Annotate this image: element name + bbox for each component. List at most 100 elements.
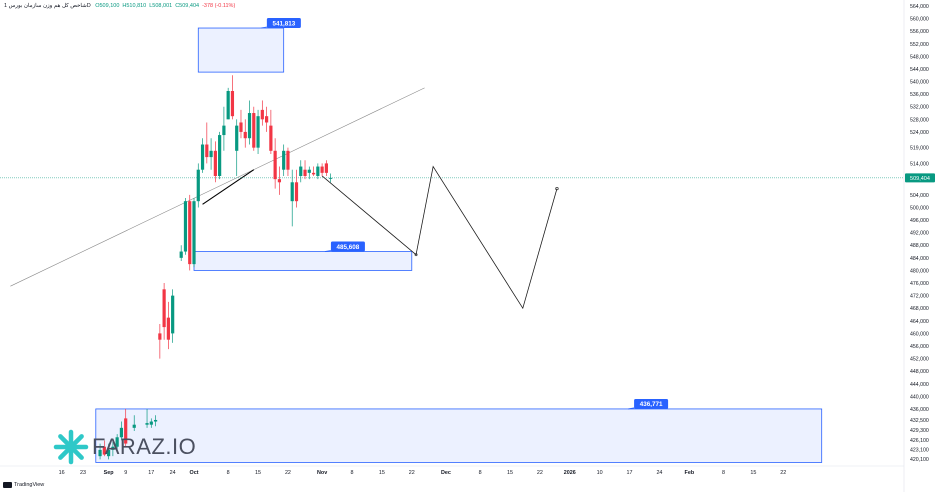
price-tick-label: 468,000 <box>910 306 929 312</box>
zone-label: 541,813 <box>272 20 295 27</box>
candle-body <box>235 125 239 151</box>
price-tick-label: 504,000 <box>910 193 929 199</box>
candle-body <box>222 125 226 136</box>
candle-body <box>179 251 183 258</box>
price-tick-label: 480,000 <box>910 268 929 274</box>
candle-body <box>299 166 303 176</box>
price-tick-label: 548,000 <box>910 54 929 60</box>
price-tick-label: 426,100 <box>910 438 929 444</box>
time-tick-label: 8 <box>351 470 354 476</box>
price-tick-label: 514,000 <box>910 161 929 167</box>
candle-body <box>196 169 200 202</box>
ohlc-readout: O509,100 H510,810 L508,001 C509,404 -378 (-0… <box>95 3 238 9</box>
candle-body <box>119 427 124 438</box>
candle-body <box>171 295 175 334</box>
candle-body <box>132 424 136 428</box>
time-tick-label: 8 <box>479 470 482 476</box>
zone-3 <box>95 408 823 463</box>
last-price-tag <box>905 173 935 183</box>
candle-body <box>277 179 282 183</box>
time-tick-label: Sep <box>104 470 115 476</box>
candle-body <box>124 418 128 444</box>
watermark-text: FARAZ.IO <box>92 434 197 459</box>
candle-body <box>239 122 243 132</box>
trendline-1 <box>10 87 425 287</box>
time-tick-label: 8 <box>722 470 725 476</box>
candle-body <box>192 201 196 265</box>
watermark: FARAZ.IO <box>52 428 196 466</box>
zone-label: 436,771 <box>640 401 663 408</box>
price-tick-label: 456,000 <box>910 344 929 350</box>
zone-label-pointer <box>260 26 267 29</box>
time-tick-label: 22 <box>285 470 291 476</box>
candle-body <box>153 419 158 422</box>
price-tick-label: 560,000 <box>910 17 929 23</box>
candle-body <box>218 135 222 176</box>
zone-label-bg <box>330 241 365 252</box>
price-tick-label: 472,000 <box>910 294 929 300</box>
time-tick-label: 15 <box>750 470 756 476</box>
last-price-label: 509,404 <box>910 176 930 182</box>
candle-body <box>303 169 307 176</box>
candle-body <box>252 113 256 148</box>
candle-body <box>260 109 264 120</box>
time-tick-label: 24 <box>170 470 176 476</box>
time-tick-label: 10 <box>597 470 603 476</box>
price-tick-label: 552,000 <box>910 42 929 48</box>
time-tick-label: Nov <box>317 470 327 476</box>
time-tick-label: 22 <box>780 470 786 476</box>
candle-body <box>213 150 217 176</box>
projection-path <box>321 165 559 310</box>
price-tick-label: 488,000 <box>910 243 929 249</box>
price-tick-label: 528,000 <box>910 117 929 123</box>
candle-body <box>329 177 333 179</box>
tradingview-logo[interactable]: TradingView <box>3 482 44 488</box>
candle-body <box>102 446 106 455</box>
candle-body <box>243 131 247 139</box>
ohlc-h: H510,810 <box>122 3 147 9</box>
time-tick-label: 15 <box>255 470 261 476</box>
candle-body <box>183 201 188 252</box>
tradingview-icon <box>3 482 12 488</box>
price-tick-label: 484,000 <box>910 256 929 262</box>
price-tick-label: 519,000 <box>910 146 929 152</box>
candle-body <box>162 289 166 328</box>
candle-body <box>269 125 273 151</box>
candles <box>98 75 333 460</box>
time-axis[interactable]: 16 23 Sep 9 17 24 Oct 8 15 22 Nov 8 15 22 Dec 8 15 22 2026… <box>0 465 904 476</box>
price-tick-label: 564,000 <box>910 4 929 10</box>
zone-label-bg <box>266 18 301 29</box>
ohlc-c: C509,404 <box>175 3 200 9</box>
zone-label-bg <box>634 398 669 409</box>
time-tick-label: 24 <box>656 470 662 476</box>
price-tick-label: 556,000 <box>910 29 929 35</box>
zone-label-pointer <box>628 407 635 410</box>
zone-2 <box>197 27 285 73</box>
price-tick-label: 423,100 <box>910 448 929 454</box>
price-tick-label: 532,000 <box>910 105 929 111</box>
projection-target-marker <box>414 253 418 257</box>
price-zones: 485,608 541,813 436,771 <box>95 18 823 463</box>
zone-1 <box>193 251 413 271</box>
price-tick-label: 540,000 <box>910 80 929 86</box>
time-tick-label: Feb <box>685 470 695 476</box>
candle-body <box>226 90 230 120</box>
price-tick-label: 544,000 <box>910 67 929 73</box>
time-tick-label: 15 <box>507 470 513 476</box>
trendlines <box>0 87 904 287</box>
price-tick-label: 496,000 <box>910 218 929 224</box>
candle-body <box>247 113 252 139</box>
ohlc-change: -378 (-0.11%) <box>202 3 236 9</box>
candle-body <box>107 449 111 457</box>
time-tick-label: Oct <box>190 470 199 476</box>
price-tick-label: 476,000 <box>910 281 929 287</box>
time-tick-label: 22 <box>537 470 543 476</box>
candle-body <box>265 116 269 123</box>
time-tick-label: Dec <box>441 470 451 476</box>
price-tick-label: 432,500 <box>910 418 929 424</box>
ohlc-l: L508,001 <box>149 3 173 9</box>
tradingview-label: TradingView <box>14 482 45 488</box>
price-axis[interactable]: 564,000 560,000 556,000 552,000 548,000 544,0… <box>903 0 935 492</box>
time-tick-label: 16 <box>59 470 65 476</box>
